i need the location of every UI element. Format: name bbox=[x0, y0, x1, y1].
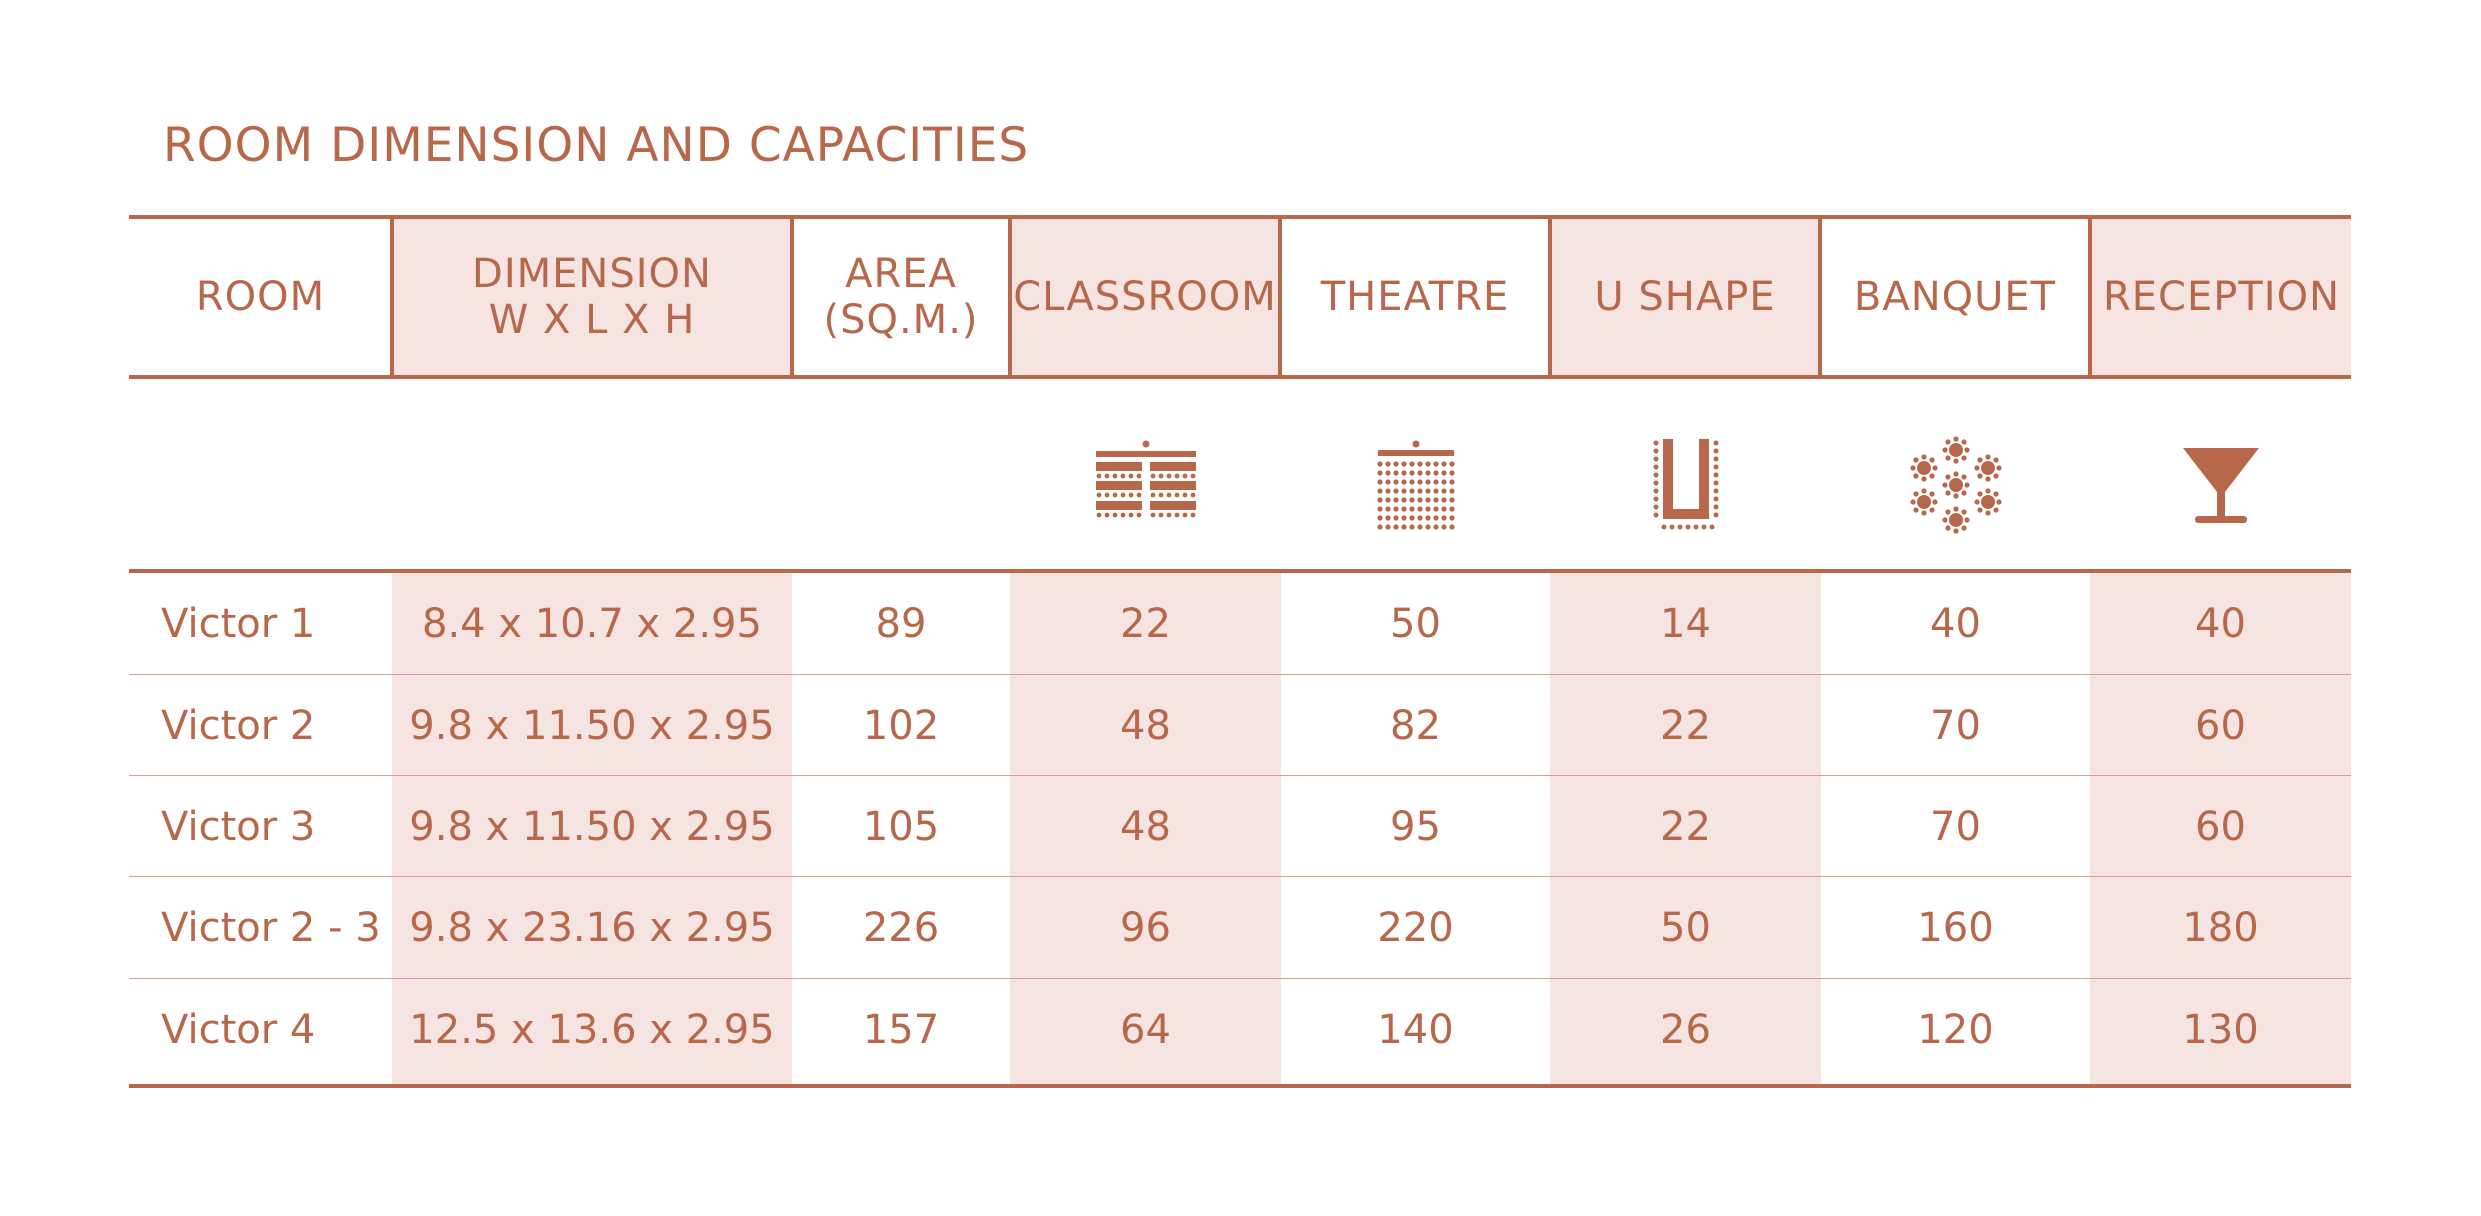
dimension-column-shade bbox=[392, 215, 792, 1088]
cell-room: Victor 3 bbox=[161, 803, 316, 850]
body-top-rule bbox=[129, 569, 2351, 573]
capacities-table: ROOM DIMENSION W X L X H AREA (SQ.M.) CL… bbox=[129, 215, 2351, 1088]
cell-banquet: 70 bbox=[1930, 803, 1981, 850]
header-theatre: THEATRE bbox=[1320, 273, 1510, 320]
row-divider bbox=[129, 876, 2351, 877]
cell-room: Victor 2 - 3 bbox=[161, 904, 381, 951]
cell-area: 102 bbox=[862, 702, 940, 749]
theatre-layout-icon bbox=[1280, 415, 1551, 555]
cell-banquet: 70 bbox=[1930, 702, 1981, 749]
row-divider bbox=[129, 978, 2351, 979]
cell-classroom: 96 bbox=[1120, 904, 1171, 951]
cell-theatre: 50 bbox=[1390, 600, 1441, 647]
table-row: Victor 4 12.5 x 13.6 x 2.95 157 64 140 2… bbox=[129, 979, 2351, 1080]
header-classroom: CLASSROOM bbox=[1013, 273, 1277, 320]
table-row: Victor 1 8.4 x 10.7 x 2.95 89 22 50 14 4… bbox=[129, 573, 2351, 674]
cell-theatre: 82 bbox=[1390, 702, 1441, 749]
cell-dimension: 9.8 x 23.16 x 2.95 bbox=[409, 904, 775, 951]
row-divider bbox=[129, 674, 2351, 675]
cell-dimension: 8.4 x 10.7 x 2.95 bbox=[422, 600, 762, 647]
header-divider bbox=[790, 215, 794, 378]
cell-dimension: 9.8 x 11.50 x 2.95 bbox=[409, 702, 775, 749]
cell-area: 89 bbox=[875, 600, 927, 647]
header-reception: RECEPTION bbox=[2102, 273, 2341, 320]
cell-theatre: 95 bbox=[1390, 803, 1441, 850]
cell-area: 226 bbox=[862, 904, 940, 951]
header-banquet: BANQUET bbox=[1853, 273, 2057, 320]
cocktail-glass-icon bbox=[2090, 415, 2351, 555]
cell-classroom: 48 bbox=[1120, 803, 1171, 850]
cell-dimension: 9.8 x 11.50 x 2.95 bbox=[409, 803, 775, 850]
header-room: ROOM bbox=[195, 273, 326, 320]
cell-theatre: 140 bbox=[1377, 1006, 1454, 1053]
cell-ushape: 26 bbox=[1660, 1006, 1711, 1053]
banquet-layout-icon bbox=[1820, 415, 2091, 555]
header-dimension: DIMENSION W X L X H bbox=[472, 250, 712, 343]
cell-room: Victor 4 bbox=[161, 1006, 316, 1053]
u-shape-layout-icon bbox=[1550, 415, 1821, 555]
ushape-column-shade bbox=[1550, 215, 1821, 1088]
cell-reception: 180 bbox=[2182, 904, 2259, 951]
cell-area: 157 bbox=[862, 1006, 940, 1053]
header-top-rule bbox=[129, 215, 2351, 219]
header-divider bbox=[1008, 215, 1012, 378]
cell-reception: 60 bbox=[2195, 803, 2246, 850]
cell-ushape: 22 bbox=[1660, 702, 1711, 749]
cell-dimension: 12.5 x 13.6 x 2.95 bbox=[409, 1006, 775, 1053]
cell-room: Victor 2 bbox=[161, 702, 316, 749]
table-row: Victor 2 - 3 9.8 x 23.16 x 2.95 226 96 2… bbox=[129, 877, 2351, 978]
row-divider bbox=[129, 775, 2351, 776]
cell-banquet: 160 bbox=[1917, 904, 1994, 951]
table-row: Victor 3 9.8 x 11.50 x 2.95 105 48 95 22… bbox=[129, 776, 2351, 877]
header-bottom-rule bbox=[129, 375, 2351, 379]
table-bottom-rule bbox=[129, 1084, 2351, 1088]
header-divider bbox=[1818, 215, 1822, 378]
header-divider bbox=[1548, 215, 1552, 378]
cell-ushape: 50 bbox=[1660, 904, 1711, 951]
classroom-column-shade bbox=[1010, 215, 1281, 1088]
cell-ushape: 22 bbox=[1660, 803, 1711, 850]
header-divider bbox=[1278, 215, 1282, 378]
cell-banquet: 120 bbox=[1917, 1006, 1994, 1053]
header-divider bbox=[2088, 215, 2092, 378]
cell-classroom: 48 bbox=[1120, 702, 1171, 749]
cell-room: Victor 1 bbox=[161, 600, 316, 647]
cell-reception: 130 bbox=[2182, 1006, 2259, 1053]
header-ushape: U SHAPE bbox=[1594, 273, 1776, 320]
classroom-layout-icon bbox=[1010, 415, 1281, 555]
cell-reception: 60 bbox=[2195, 702, 2246, 749]
cell-ushape: 14 bbox=[1660, 600, 1711, 647]
header-divider bbox=[390, 215, 394, 378]
cell-banquet: 40 bbox=[1930, 600, 1981, 647]
table-row: Victor 2 9.8 x 11.50 x 2.95 102 48 82 22… bbox=[129, 675, 2351, 776]
header-area: AREA (SQ.M.) bbox=[823, 250, 979, 343]
cell-classroom: 22 bbox=[1120, 600, 1171, 647]
cell-theatre: 220 bbox=[1377, 904, 1454, 951]
cell-area: 105 bbox=[862, 803, 940, 850]
cell-reception: 40 bbox=[2195, 600, 2246, 647]
cell-classroom: 64 bbox=[1120, 1006, 1171, 1053]
reception-column-shade bbox=[2090, 215, 2351, 1088]
page-title: ROOM DIMENSION AND CAPACITIES bbox=[163, 118, 1030, 173]
